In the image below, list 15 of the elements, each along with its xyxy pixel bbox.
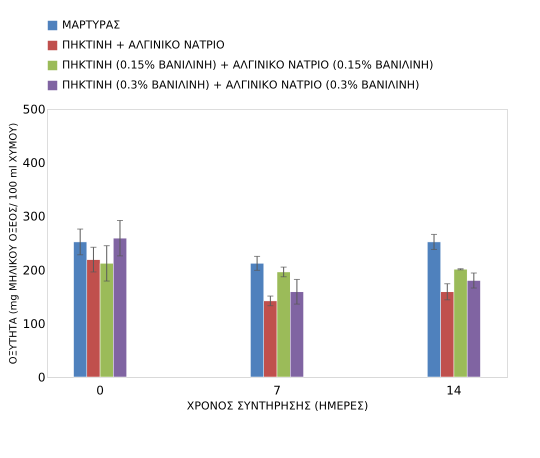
x-tick-label: 14 xyxy=(446,384,462,398)
x-tick-label: 7 xyxy=(273,384,281,398)
x-axis-title: ΧΡΟΝΟΣ ΣΥΝΤΗΡΗΣΗΣ (ΗΜΕΡΕΣ) xyxy=(186,400,368,412)
y-tick-label: 500 xyxy=(22,102,46,116)
x-tick-label: 0 xyxy=(96,384,104,398)
legend-label: ΜΑΡΤΥΡΑΣ xyxy=(62,18,120,32)
y-tick-label: 300 xyxy=(22,210,46,224)
y-tick-label: 400 xyxy=(22,156,46,170)
y-tick-label: 100 xyxy=(22,316,46,331)
y-tick-label: 0 xyxy=(38,370,46,384)
legend-label: ΠΗΚΤΙΝΗ (0.3% ΒΑΝΙΛΙΝΗ) + ΑΛΓΙΝΙΚΟ ΝΑΤΡΙΟ (0.3% ΒΑΝΙΛΙΝΗ) xyxy=(62,78,420,92)
legend-label: ΠΗΚΤΙΝΗ + ΑΛΓΙΝΙΚΟ ΝΑΤΡΙΟ xyxy=(62,38,226,52)
y-tick-label: 200 xyxy=(22,263,46,278)
legend-label: ΠΗΚΤΙΝΗ (0.15% ΒΑΝΙΛΙΝΗ) + ΑΛΓΙΝΙΚΟ ΝΑΤΡΙΟ (0.15% ΒΑΝΙΛΙΝΗ) xyxy=(62,58,434,72)
y-axis-title: ΟΞΥΤΗΤΑ (mg ΜΗΛΙΚΟΥ ΟΞΕΟΣ/ 100 ml ΧΥΜΟΥ) xyxy=(8,122,20,364)
